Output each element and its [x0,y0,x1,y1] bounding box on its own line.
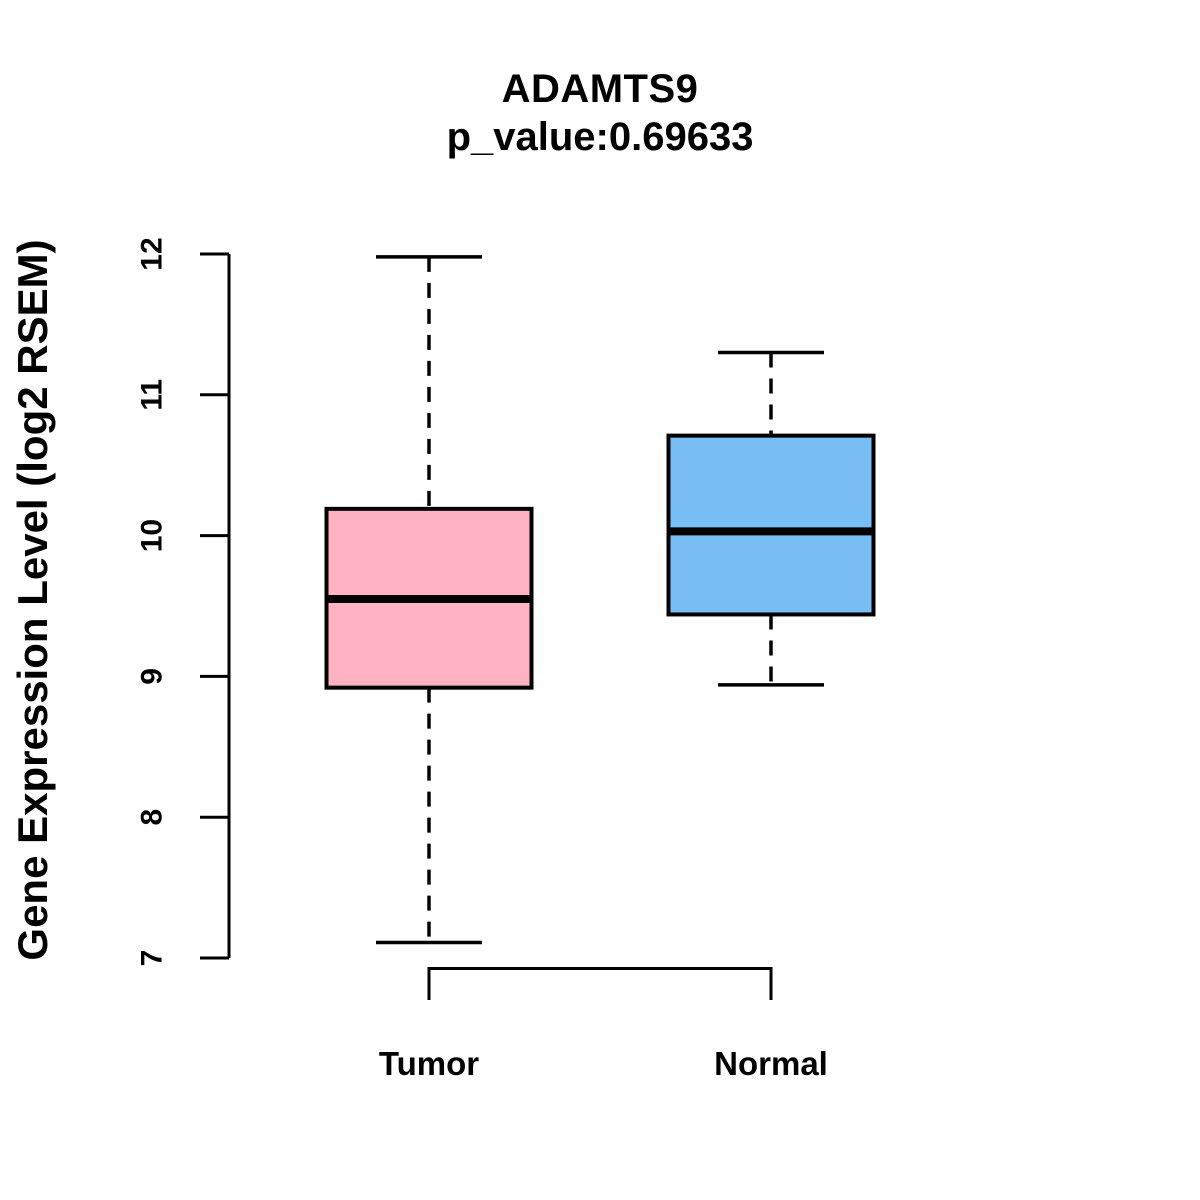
y-tick-label-9: 9 [136,668,169,685]
y-tick-label-10: 10 [136,519,169,552]
normal-box [666,433,876,617]
x-tick-label-normal: Normal [714,1045,828,1082]
title-block: ADAMTS9 p_value:0.69633 [0,66,1200,162]
y-tick-label-11: 11 [136,379,169,411]
y-tick-label-7: 7 [136,950,169,967]
chart-pvalue-subtitle: p_value:0.69633 [446,115,754,159]
chart-title: ADAMTS9 [501,67,699,111]
x-tick-label-tumor: Tumor [379,1045,479,1082]
y-tick-label-12: 12 [136,237,169,270]
y-tick-label-8: 8 [136,809,169,826]
x-axis-bracket [427,967,773,1000]
